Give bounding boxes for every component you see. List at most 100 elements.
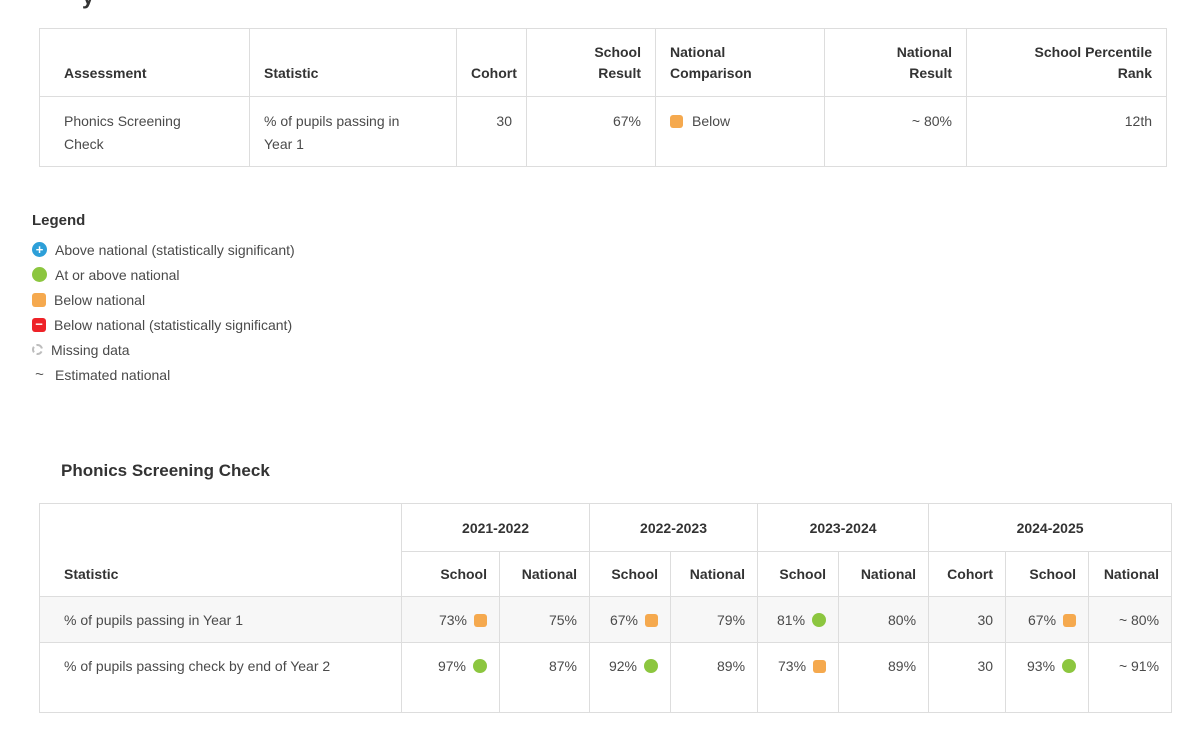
school-result-cell: 67% xyxy=(589,596,672,643)
col-header-school: School xyxy=(1005,551,1090,597)
legend-item-label: Missing data xyxy=(51,341,130,358)
col-header-cohort: Cohort xyxy=(928,551,1007,597)
legend-item-label: At or above national xyxy=(55,266,180,283)
national-result-cell: 80% xyxy=(838,596,930,643)
col-header-national-result: National Result xyxy=(824,28,967,97)
national-result-cell: 79% xyxy=(670,596,759,643)
national-result-cell: ~ 91% xyxy=(1088,642,1173,713)
cohort-cell: 30 xyxy=(928,642,1007,713)
value: 93% xyxy=(1027,658,1056,674)
section-title: Phonics Screening Check xyxy=(61,461,270,480)
below-national-icon xyxy=(1063,614,1077,627)
legend-item: ~ Estimated national xyxy=(32,362,295,387)
summary-table: Assessment Statistic Cohort School Resul… xyxy=(39,28,1167,167)
header-line: Comparison xyxy=(670,64,752,81)
below-national-icon xyxy=(32,292,46,307)
at-or-above-national-icon xyxy=(644,659,659,673)
value: 73% xyxy=(438,612,467,628)
col-header-school-percentile-rank: School Percentile Rank xyxy=(966,28,1167,97)
national-result-cell: 75% xyxy=(498,596,591,643)
col-header-cohort: Cohort xyxy=(456,28,527,97)
statistic-cell: % of pupils passing in Year 1 xyxy=(249,96,457,167)
cohort-cell: 30 xyxy=(928,596,1007,643)
col-header-national: National xyxy=(670,551,759,597)
school-result-cell: 92% xyxy=(589,642,672,713)
clipped-heading: y xyxy=(78,0,124,9)
national-comparison-cell: Below xyxy=(655,96,825,167)
legend-item-label: Below national (statistically significan… xyxy=(54,316,293,333)
col-header-school: School xyxy=(757,551,840,597)
national-result-cell: ~ 80% xyxy=(1088,596,1173,643)
col-header-statistic: Statistic xyxy=(249,28,457,97)
legend-item: Above national (statistically significan… xyxy=(32,237,295,262)
cohort-cell: 30 xyxy=(456,96,527,167)
year-group-2022-2023: 2022-2023 xyxy=(589,503,759,552)
year-group-2021-2022: 2021-2022 xyxy=(400,503,591,552)
header-line: School xyxy=(594,44,641,61)
statistic-cell: % of pupils passing in Year 1 xyxy=(39,596,402,643)
at-or-above-national-icon xyxy=(473,659,487,673)
school-result-cell: 81% xyxy=(757,596,840,643)
sub-header-row: School National School National School N… xyxy=(40,551,1173,597)
summary-data-row: Phonics Screening Check % of pupils pass… xyxy=(39,96,1167,167)
school-result-cell: 73% xyxy=(757,642,840,713)
legend-item-label: Estimated national xyxy=(55,366,171,383)
below-national-significant-icon xyxy=(32,317,46,332)
header-line: School Percentile xyxy=(1034,44,1152,61)
col-header-statistic: Statistic xyxy=(39,503,402,597)
above-national-significant-icon xyxy=(32,242,47,257)
header-line: Result xyxy=(909,64,952,81)
header-line: National xyxy=(896,44,952,61)
school-result-cell: 73% xyxy=(401,596,500,643)
at-or-above-national-icon xyxy=(1062,659,1077,673)
school-result-cell: 67% xyxy=(526,96,656,167)
col-header-assessment: Assessment xyxy=(39,28,250,97)
col-header-school-result: School Result xyxy=(526,28,656,97)
year-group-2023-2024: 2023-2024 xyxy=(757,503,930,552)
national-result-cell: 87% xyxy=(498,642,591,713)
legend-item-label: Below national xyxy=(54,291,146,308)
header-line: National xyxy=(670,44,726,61)
summary-header-row: Assessment Statistic Cohort School Resul… xyxy=(39,28,1167,97)
comparison-label: Below xyxy=(692,113,731,129)
below-national-icon xyxy=(670,115,683,128)
legend: Legend Above national (statistically sig… xyxy=(32,212,295,387)
below-national-icon xyxy=(474,614,487,627)
below-national-icon xyxy=(813,660,827,673)
missing-data-icon xyxy=(32,344,43,355)
legend-title: Legend xyxy=(32,212,86,229)
value: 67% xyxy=(1028,612,1057,628)
assessment-cell: Phonics Screening Check xyxy=(39,96,250,167)
col-header-national: National xyxy=(838,551,930,597)
table-row: % of pupils passing in Year 1 73% 75% 67… xyxy=(39,596,1173,643)
value: 73% xyxy=(778,658,807,674)
col-header-national: National xyxy=(1088,551,1173,597)
header-line: Rank xyxy=(1117,64,1152,81)
at-or-above-national-icon xyxy=(812,613,827,627)
table-row: % of pupils passing check by end of Year… xyxy=(39,642,1173,713)
phonics-table: Statistic 2021-2022 2022-2023 2023-2024 … xyxy=(39,503,1173,713)
legend-item-label: Above national (statistically significan… xyxy=(55,241,295,258)
clipped-heading-fragment: y xyxy=(82,0,94,9)
col-header-national: National xyxy=(498,551,591,597)
school-result-cell: 67% xyxy=(1005,596,1090,643)
col-header-national-comparison: National Comparison xyxy=(655,28,825,97)
national-result-cell: 89% xyxy=(670,642,759,713)
header-line: Result xyxy=(598,64,641,81)
estimated-national-tilde-icon: ~ xyxy=(35,366,44,383)
value: 67% xyxy=(609,612,639,628)
col-header-school: School xyxy=(589,551,672,597)
value: 81% xyxy=(777,612,806,628)
legend-item: Below national (statistically significan… xyxy=(32,312,295,337)
at-or-above-national-icon xyxy=(32,267,47,282)
school-result-cell: 93% xyxy=(1005,642,1090,713)
legend-item: Below national xyxy=(32,287,295,312)
national-result-cell: ~ 80% xyxy=(824,96,967,167)
value: 92% xyxy=(608,658,638,674)
school-result-cell: 97% xyxy=(401,642,500,713)
legend-item: Missing data xyxy=(32,337,295,362)
value: 97% xyxy=(437,658,466,674)
school-percentile-rank-cell: 12th xyxy=(966,96,1167,167)
col-header-school: School xyxy=(401,551,500,597)
